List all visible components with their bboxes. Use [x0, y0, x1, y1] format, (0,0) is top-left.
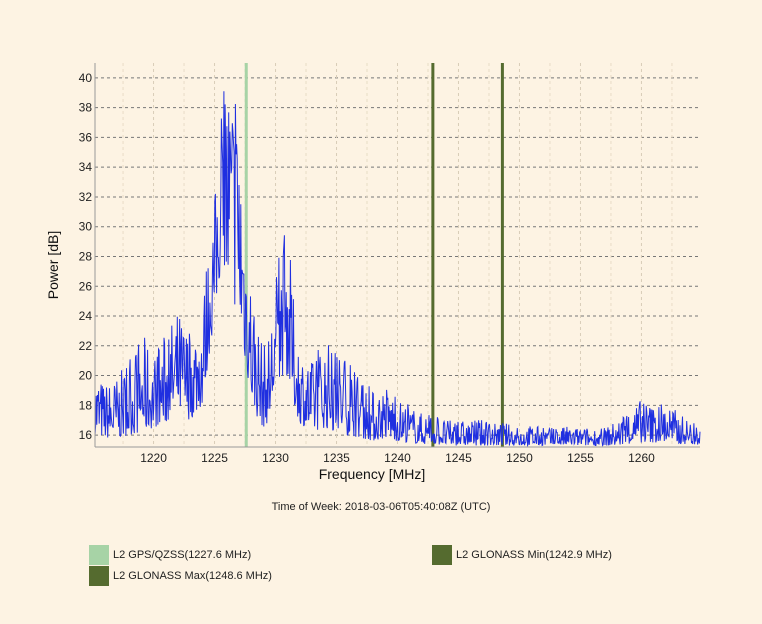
- power-trace: [94, 91, 701, 448]
- y-axis-title: Power [dB]: [45, 231, 61, 299]
- y-tick-label: 40: [79, 71, 93, 85]
- time-of-week-label: Time of Week:: [271, 501, 342, 513]
- y-tick-label: 30: [79, 220, 93, 234]
- frequency-markers: [244, 63, 504, 447]
- x-tick-label: 1250: [506, 451, 533, 465]
- axes: 16 18 20 22 24 26 28 30 32 34 36 38 40 1220 1225 1230 12…: [79, 63, 700, 465]
- y-tick-label: 22: [79, 339, 93, 353]
- x-tick-label: 1225: [201, 451, 228, 465]
- y-tick-label: 36: [79, 130, 93, 144]
- y-tick-label: 26: [79, 279, 93, 293]
- y-tick-label: 24: [79, 309, 93, 323]
- y-tick-label: 38: [79, 101, 93, 115]
- x-axis-title: Frequency [MHz]: [319, 466, 426, 482]
- x-tick-label: 1230: [262, 451, 289, 465]
- time-of-week-value: 2018-03-06T05:40:08Z (UTC): [344, 501, 491, 513]
- time-of-week: Time of Week: 2018-03-06T05:40:08Z (UTC): [0, 501, 762, 513]
- x-tick-label: 1235: [323, 451, 350, 465]
- y-tick-label: 20: [79, 369, 93, 383]
- x-tick-label: 1255: [567, 451, 594, 465]
- y-tick-label: 16: [79, 428, 93, 442]
- x-tick-label: 1220: [140, 451, 167, 465]
- power-series-line: [94, 91, 701, 448]
- y-tick-label: 18: [79, 398, 93, 412]
- x-tick-label: 1240: [384, 451, 411, 465]
- y-tick-label: 28: [79, 249, 93, 263]
- y-tick-label: 34: [79, 160, 93, 174]
- y-tick-label: 32: [79, 190, 93, 204]
- x-tick-label: 1260: [628, 451, 655, 465]
- x-tick-label: 1245: [445, 451, 472, 465]
